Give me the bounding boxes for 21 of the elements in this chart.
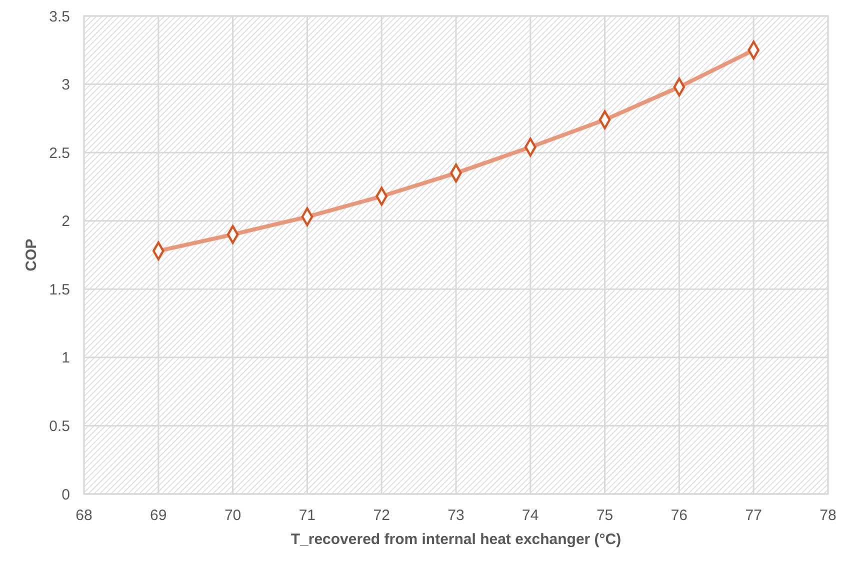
x-tick-label: 71	[298, 507, 316, 524]
x-tick-label: 68	[76, 507, 92, 524]
y-tick-label: 1	[62, 350, 70, 367]
y-tick-label: 3.5	[49, 8, 70, 26]
x-tick-label: 78	[820, 507, 836, 524]
x-tick-label: 77	[745, 507, 762, 524]
y-tick-label: 0	[62, 486, 70, 504]
x-tick-label: 76	[670, 507, 688, 524]
x-tick-label: 70	[224, 507, 242, 524]
x-tick-label: 73	[448, 507, 464, 524]
y-tick-label: 2	[62, 213, 70, 230]
x-tick-label: 69	[150, 507, 167, 524]
x-tick-label: 74	[522, 507, 539, 524]
x-tick-label: 72	[373, 507, 390, 524]
x-tick-label: 75	[596, 507, 614, 524]
y-axis-title: COP	[23, 238, 40, 272]
y-tick-label: 2.5	[49, 144, 70, 162]
x-axis-title: T_recovered from internal heat exchanger (°C)	[290, 531, 622, 548]
y-tick-label: 1.5	[49, 281, 70, 298]
y-tick-label: 3	[62, 76, 70, 94]
y-tick-label: 0.5	[49, 418, 70, 435]
